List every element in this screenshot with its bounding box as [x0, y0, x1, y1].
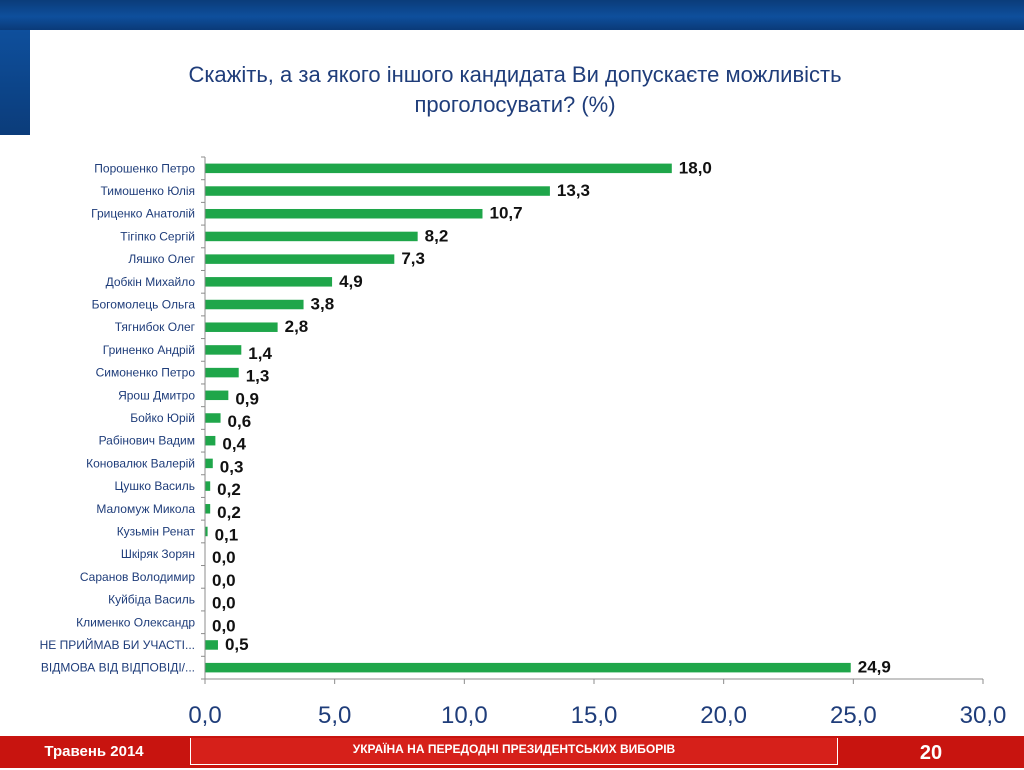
value-label: 8,2	[425, 226, 449, 245]
bar	[205, 277, 333, 287]
x-tick-label: 30,0	[960, 702, 1007, 729]
value-label: 4,9	[339, 272, 363, 291]
value-label: 0,0	[212, 616, 236, 635]
value-label: 10,7	[489, 204, 522, 223]
category-label: Ляшко Олег	[128, 252, 195, 266]
page-number: 20	[919, 742, 943, 764]
header-band	[0, 0, 1024, 30]
x-tick-label: 25,0	[830, 702, 877, 729]
bar	[205, 504, 211, 514]
value-label: 1,3	[246, 367, 270, 386]
bar	[205, 208, 483, 219]
category-label: ВІДМОВА ВІД ВІДПОВІДІ/...	[41, 661, 195, 675]
category-label: Тимошенко Юлія	[101, 184, 196, 198]
value-label: 18,0	[679, 158, 712, 177]
bar	[205, 231, 418, 242]
category-label: Коновалюк Валерій	[86, 456, 195, 470]
value-label: 0,6	[228, 412, 252, 431]
value-label: 0,5	[225, 635, 249, 654]
value-label: 13,3	[557, 181, 590, 200]
bar	[205, 662, 851, 673]
value-label: 0,4	[222, 435, 246, 454]
bar-chart: Порошенко Петро 18,0 Тимошенко Юлія 13,3 Гри…	[40, 156, 1007, 729]
bar	[205, 345, 242, 355]
category-label: Гриценко Анатолій	[91, 207, 195, 221]
x-tick-label: 0,0	[188, 702, 221, 729]
bar	[205, 458, 213, 469]
value-label: 3,8	[311, 295, 335, 314]
bar	[205, 390, 229, 401]
category-label: Богомолець Ольга	[92, 298, 196, 312]
category-label: Тігіпко Сергій	[120, 229, 195, 243]
value-label: 1,4	[248, 344, 272, 363]
bar	[205, 526, 208, 537]
footer-date: Травень 2014	[44, 743, 144, 760]
category-label: Порошенко Петро	[94, 161, 195, 175]
value-label: 24,9	[858, 658, 891, 677]
bar	[205, 413, 221, 423]
bar	[205, 163, 672, 174]
category-label: Клименко Олександр	[76, 615, 195, 629]
category-label: Кузьмін Ренат	[117, 524, 196, 538]
bar	[205, 322, 278, 332]
value-label: 0,2	[217, 480, 241, 499]
category-label: Гриненко Андрій	[103, 343, 195, 357]
bar	[205, 367, 239, 378]
header-accent	[0, 30, 30, 135]
category-label: Цушко Василь	[114, 479, 195, 493]
x-tick-label: 20,0	[700, 702, 747, 729]
value-label: 7,3	[401, 249, 425, 268]
value-label: 0,0	[212, 594, 236, 613]
category-label: Добкін Михайло	[106, 275, 196, 289]
category-label: Тягнибок Олег	[115, 320, 196, 334]
value-label: 0,0	[212, 548, 236, 567]
x-tick-label: 15,0	[571, 702, 618, 729]
value-label: 0,1	[215, 525, 239, 544]
category-label: Шкіряк Зорян	[121, 547, 195, 561]
category-label: Саранов Володимир	[80, 570, 195, 584]
bar	[205, 254, 395, 264]
value-label: 2,8	[285, 317, 309, 336]
value-label: 0,3	[220, 457, 244, 476]
category-label: Бойко Юрій	[130, 411, 195, 425]
bar	[205, 299, 304, 310]
category-label: Симоненко Петро	[96, 366, 196, 380]
x-tick-label: 10,0	[441, 702, 488, 729]
bar	[205, 481, 211, 491]
category-label: Маломуж Микола	[96, 502, 195, 516]
bar	[205, 186, 550, 196]
bar	[205, 435, 216, 446]
category-label: Рабінович Вадим	[99, 434, 195, 448]
bar	[205, 640, 218, 650]
value-label: 0,9	[235, 389, 259, 408]
chart-title: Скажіть, а за якого іншого кандидата Ви …	[188, 62, 842, 117]
footer-caption: УКРАЇНА НА ПЕРЕДОДНІ ПРЕЗИДЕНТСЬКИХ ВИБО…	[190, 738, 838, 765]
value-label: 0,2	[217, 503, 241, 522]
category-label: Ярош Дмитро	[118, 388, 195, 402]
category-label: Куйбіда Василь	[108, 593, 195, 607]
category-label: НЕ ПРИЙМАВ БИ УЧАСТІ...	[40, 637, 195, 652]
x-tick-label: 5,0	[318, 702, 351, 729]
value-label: 0,0	[212, 571, 236, 590]
